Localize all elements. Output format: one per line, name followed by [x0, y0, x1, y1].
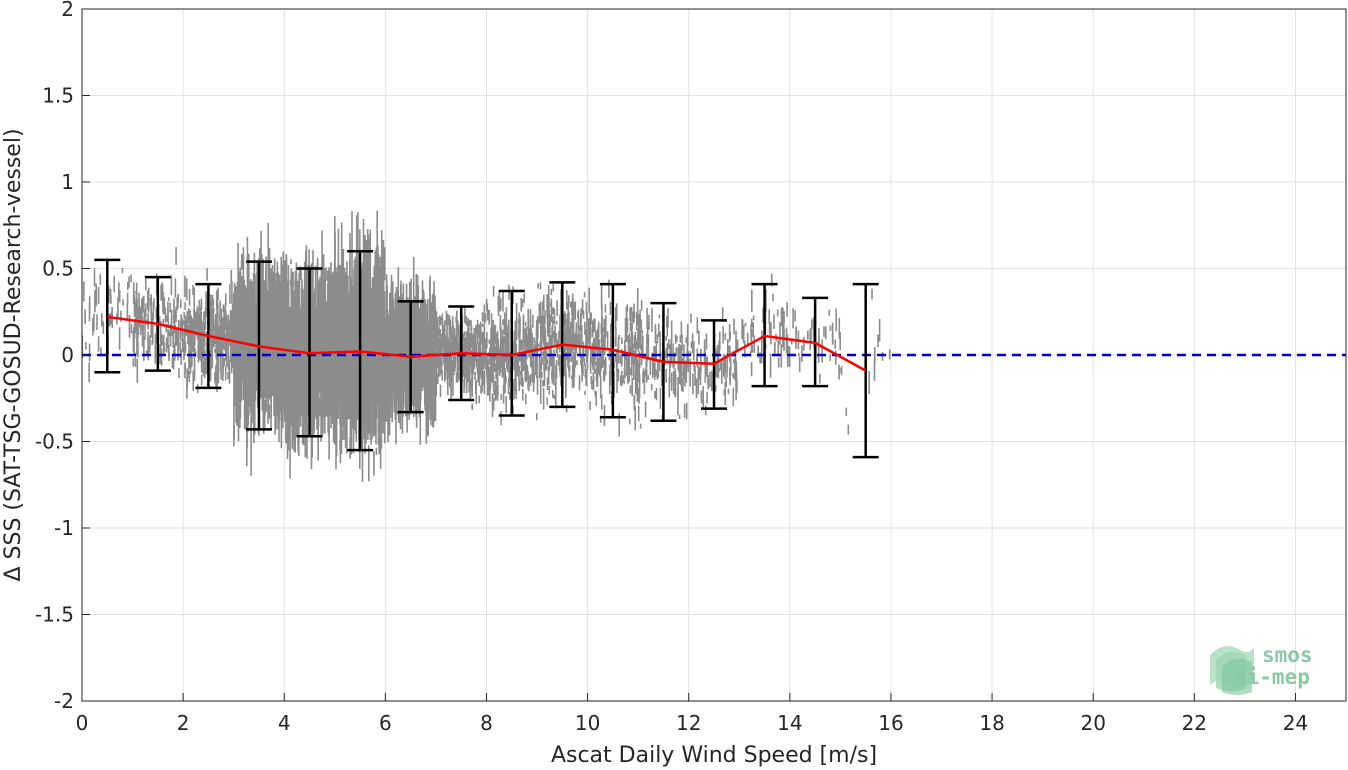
- y-tick-label: 0: [61, 343, 74, 367]
- x-axis-ticks: 0 2 4 6 8 10 12 14 16 18 20 22 24: [76, 693, 1308, 735]
- x-tick-label: 8: [480, 711, 493, 735]
- y-tick-label: -1.5: [35, 603, 74, 627]
- y-axis-label: Δ SSS (SAT-TSG-GOSUD-Research-vessel): [1, 128, 26, 581]
- x-tick-label: 14: [777, 711, 802, 735]
- wave-icon: [1210, 646, 1254, 695]
- error-bar: [498, 289, 525, 417]
- x-tick-label: 0: [76, 711, 89, 735]
- x-tick-label: 6: [379, 711, 392, 735]
- y-tick-label: 1.5: [42, 84, 74, 108]
- mean-line: [107, 315, 867, 372]
- smos-pimep-logo: smos pi-mep: [1210, 643, 1313, 695]
- y-tick-label: 1: [61, 170, 74, 194]
- logo-line-1: smos: [1262, 643, 1313, 667]
- y-tick-label: 2: [61, 0, 74, 21]
- x-axis-label: Ascat Daily Wind Speed [m/s]: [551, 743, 877, 768]
- x-tick-label: 16: [878, 711, 903, 735]
- y-axis-ticks: -2 -1.5 -1 -0.5 0 0.5 1 1.5 2: [35, 0, 90, 713]
- x-tick-label: 20: [1080, 711, 1105, 735]
- x-tick-label: 18: [979, 711, 1004, 735]
- logo-line-2: pi-mep: [1234, 665, 1310, 689]
- y-tick-label: -0.5: [35, 430, 74, 454]
- mean-series-line: [107, 315, 867, 372]
- x-tick-label: 4: [278, 711, 291, 735]
- x-tick-label: 2: [177, 711, 190, 735]
- x-tick-label: 24: [1283, 711, 1308, 735]
- y-tick-label: -2: [54, 689, 74, 713]
- x-tick-label: 22: [1182, 711, 1207, 735]
- error-bar: [94, 258, 121, 374]
- y-tick-label: -1: [54, 516, 74, 540]
- x-tick-label: 12: [676, 711, 701, 735]
- y-tick-label: 0.5: [42, 257, 74, 281]
- x-tick-label: 10: [575, 711, 600, 735]
